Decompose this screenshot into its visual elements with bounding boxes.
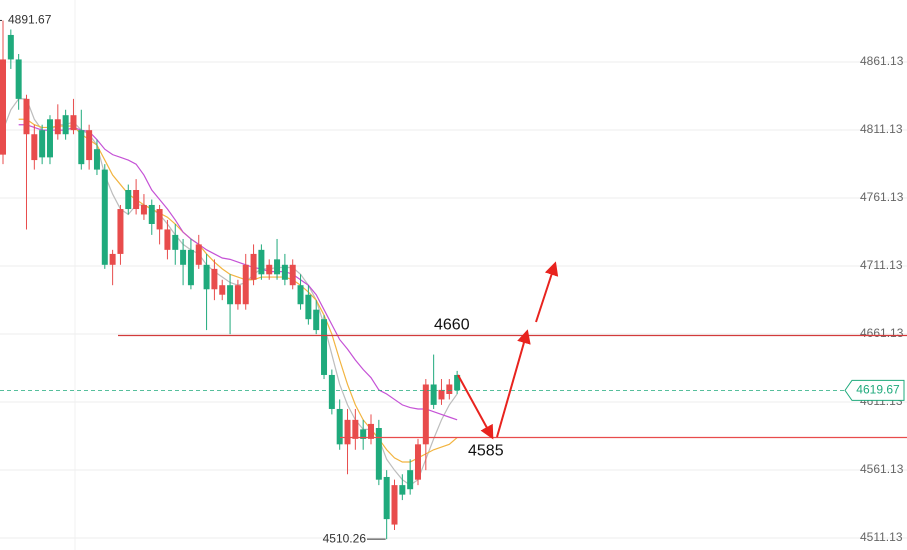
ma-line: [18, 124, 458, 421]
low-label: 4510.26: [323, 531, 367, 545]
high-label: 4891.67: [8, 13, 52, 27]
candle-body: [46, 119, 53, 158]
candle-body: [344, 419, 351, 445]
candle-body: [360, 429, 367, 439]
candle-body: [234, 285, 241, 305]
arrow-down: [457, 374, 494, 440]
last-price-label: 4619.67: [856, 383, 900, 397]
candle-body: [164, 229, 171, 250]
candle-body: [446, 384, 453, 395]
candle-body: [23, 98, 30, 135]
candle-body: [70, 115, 77, 131]
candle-body: [227, 285, 234, 305]
candle-body: [117, 209, 124, 254]
candle-body: [148, 204, 155, 224]
candle-body: [430, 384, 437, 405]
candle-body: [86, 130, 93, 161]
y-tick-label: 4811.13: [860, 122, 903, 136]
candle-body: [187, 249, 194, 286]
candle-body: [328, 374, 335, 409]
candle-body: [368, 423, 375, 439]
candle-body: [172, 234, 179, 250]
candle-body: [438, 389, 445, 400]
candle-body: [180, 249, 187, 265]
candle-body: [281, 264, 288, 280]
candle-body: [203, 264, 210, 290]
candle-body: [62, 115, 69, 135]
candle-body: [54, 119, 61, 135]
candle-body: [125, 189, 132, 210]
candle-body: [305, 294, 312, 320]
candle-body: [109, 253, 116, 265]
candle-body: [156, 209, 163, 230]
candle-body: [391, 485, 398, 525]
candle-body: [242, 264, 249, 305]
candle-body: [258, 249, 265, 275]
candle-body: [211, 268, 218, 290]
candle-body: [407, 470, 414, 490]
candle-body: [140, 204, 147, 215]
candle-body: [39, 130, 46, 158]
candle-body: [336, 408, 343, 445]
candle-body: [274, 259, 281, 275]
candle-body: [297, 285, 304, 305]
candle-body: [7, 34, 14, 60]
candle-body: [414, 444, 421, 480]
y-tick-label: 4861.13: [860, 54, 904, 68]
candle-body: [422, 384, 429, 445]
candle-body: [383, 476, 390, 520]
level-label: 4660: [434, 317, 470, 334]
level-label: 4585: [468, 443, 504, 460]
candle-body: [133, 189, 140, 210]
candle-body: [219, 285, 226, 295]
candle-body: [195, 244, 202, 265]
candle-body: [321, 319, 328, 375]
candle-body: [313, 309, 320, 331]
candle-body: [375, 428, 382, 480]
candle-body: [0, 59, 6, 155]
candle-body: [289, 264, 296, 286]
candle-body: [93, 149, 100, 170]
y-tick-label: 4561.13: [860, 462, 904, 476]
candle-body: [31, 134, 38, 161]
y-tick-label: 4661.13: [860, 326, 904, 340]
candle-body: [78, 130, 85, 165]
arrow-up: [535, 261, 559, 323]
candle-body: [101, 169, 108, 265]
candle-body: [15, 59, 22, 99]
candle-body: [399, 485, 406, 495]
candle-body: [454, 374, 461, 391]
y-tick-label: 4711.13: [860, 258, 903, 272]
candle-body: [352, 419, 359, 439]
candle-body: [250, 253, 257, 280]
candle-body: [266, 264, 273, 275]
last-price-badge: [844, 379, 905, 401]
y-tick-label: 4511.13: [860, 530, 903, 544]
arrow-up: [496, 329, 531, 438]
y-tick-label: 4761.13: [860, 190, 904, 204]
